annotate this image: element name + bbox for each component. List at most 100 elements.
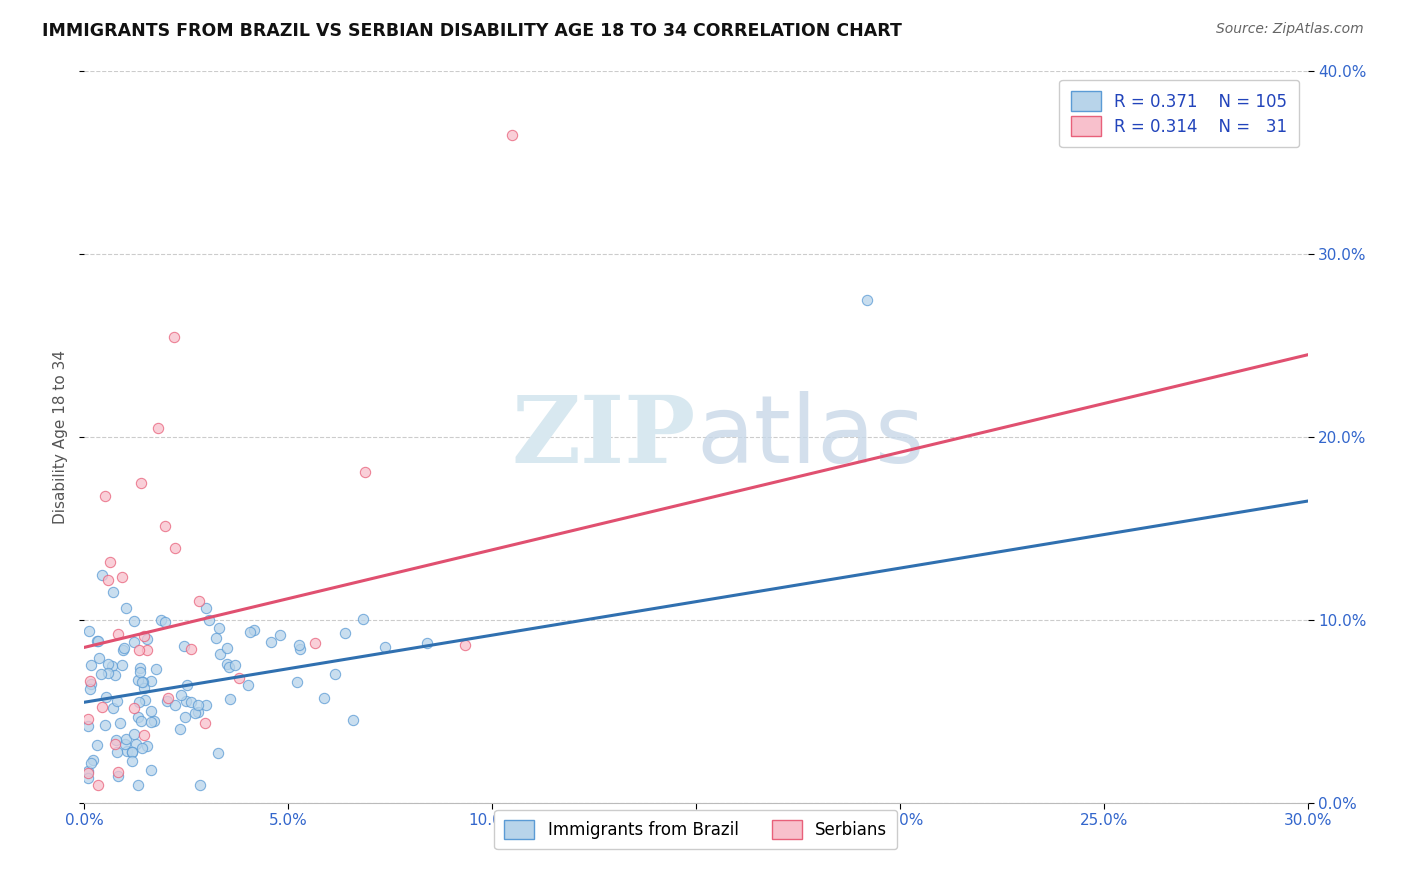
Point bbox=[129, 660, 152, 674]
Point bbox=[90, 667, 112, 681]
Point bbox=[107, 694, 129, 708]
Point bbox=[188, 778, 211, 792]
Point bbox=[153, 615, 176, 629]
Point bbox=[342, 714, 364, 728]
Point bbox=[77, 719, 100, 733]
Point bbox=[127, 673, 149, 687]
Point bbox=[163, 698, 186, 713]
Point bbox=[112, 640, 135, 655]
Point bbox=[122, 727, 145, 741]
Point bbox=[117, 744, 139, 758]
Point bbox=[132, 629, 155, 643]
Point bbox=[228, 671, 250, 685]
Point bbox=[101, 658, 124, 673]
Point bbox=[163, 329, 186, 343]
Point bbox=[285, 675, 308, 690]
Point bbox=[86, 634, 108, 648]
Point bbox=[129, 714, 152, 728]
Point bbox=[132, 728, 155, 742]
Point bbox=[333, 626, 356, 640]
Point bbox=[288, 638, 311, 652]
Point bbox=[124, 700, 146, 714]
Point bbox=[134, 693, 156, 707]
Point bbox=[209, 647, 232, 661]
Point bbox=[374, 640, 396, 654]
Point bbox=[86, 738, 108, 752]
Point bbox=[325, 666, 347, 681]
Point bbox=[94, 717, 117, 731]
Point bbox=[107, 627, 129, 641]
Point bbox=[94, 690, 117, 704]
Point bbox=[218, 659, 240, 673]
Point bbox=[856, 293, 879, 307]
Point bbox=[184, 706, 207, 720]
Point bbox=[87, 778, 110, 792]
Point bbox=[98, 555, 121, 569]
Point bbox=[77, 771, 100, 785]
Point bbox=[121, 745, 143, 759]
Point bbox=[77, 764, 100, 778]
Text: Source: ZipAtlas.com: Source: ZipAtlas.com bbox=[1216, 22, 1364, 37]
Point bbox=[104, 737, 127, 751]
Point bbox=[176, 678, 198, 692]
Point bbox=[90, 700, 112, 714]
Point bbox=[224, 658, 246, 673]
Point bbox=[93, 489, 115, 503]
Point bbox=[87, 650, 110, 665]
Y-axis label: Disability Age 18 to 34: Disability Age 18 to 34 bbox=[53, 350, 69, 524]
Point bbox=[239, 624, 262, 639]
Point bbox=[122, 635, 145, 649]
Point bbox=[115, 732, 138, 747]
Text: ZIP: ZIP bbox=[512, 392, 696, 482]
Point bbox=[77, 766, 100, 780]
Point bbox=[82, 753, 104, 767]
Point bbox=[187, 705, 209, 719]
Point bbox=[149, 613, 172, 627]
Point bbox=[169, 723, 191, 737]
Point bbox=[107, 769, 129, 783]
Point bbox=[208, 621, 231, 635]
Point bbox=[139, 714, 162, 729]
Point bbox=[173, 640, 195, 654]
Point bbox=[146, 421, 169, 435]
Point bbox=[139, 674, 162, 689]
Point bbox=[125, 737, 148, 751]
Point bbox=[107, 745, 129, 759]
Point bbox=[97, 665, 120, 680]
Point bbox=[131, 674, 153, 689]
Point bbox=[97, 573, 120, 587]
Point bbox=[139, 763, 162, 777]
Point bbox=[415, 636, 437, 650]
Point bbox=[174, 710, 197, 724]
Point bbox=[91, 568, 114, 582]
Point bbox=[121, 745, 143, 759]
Point bbox=[165, 541, 187, 555]
Point bbox=[80, 756, 103, 771]
Point bbox=[108, 716, 131, 731]
Point bbox=[236, 678, 259, 692]
Point bbox=[198, 613, 221, 627]
Point bbox=[242, 623, 264, 637]
Point bbox=[111, 658, 134, 673]
Point bbox=[180, 641, 202, 656]
Point bbox=[128, 665, 150, 679]
Point bbox=[128, 643, 150, 657]
Point bbox=[354, 465, 377, 479]
Point bbox=[288, 642, 311, 657]
Point bbox=[188, 594, 211, 608]
Point bbox=[207, 747, 229, 761]
Point bbox=[131, 674, 153, 689]
Point bbox=[135, 739, 157, 753]
Point bbox=[145, 661, 167, 675]
Point bbox=[114, 737, 136, 751]
Point bbox=[79, 673, 101, 688]
Point bbox=[77, 712, 100, 726]
Point bbox=[112, 643, 135, 657]
Point bbox=[314, 691, 336, 706]
Text: atlas: atlas bbox=[696, 391, 924, 483]
Point bbox=[107, 765, 129, 780]
Point bbox=[111, 570, 134, 584]
Point bbox=[132, 681, 155, 695]
Point bbox=[124, 614, 146, 628]
Point bbox=[103, 584, 125, 599]
